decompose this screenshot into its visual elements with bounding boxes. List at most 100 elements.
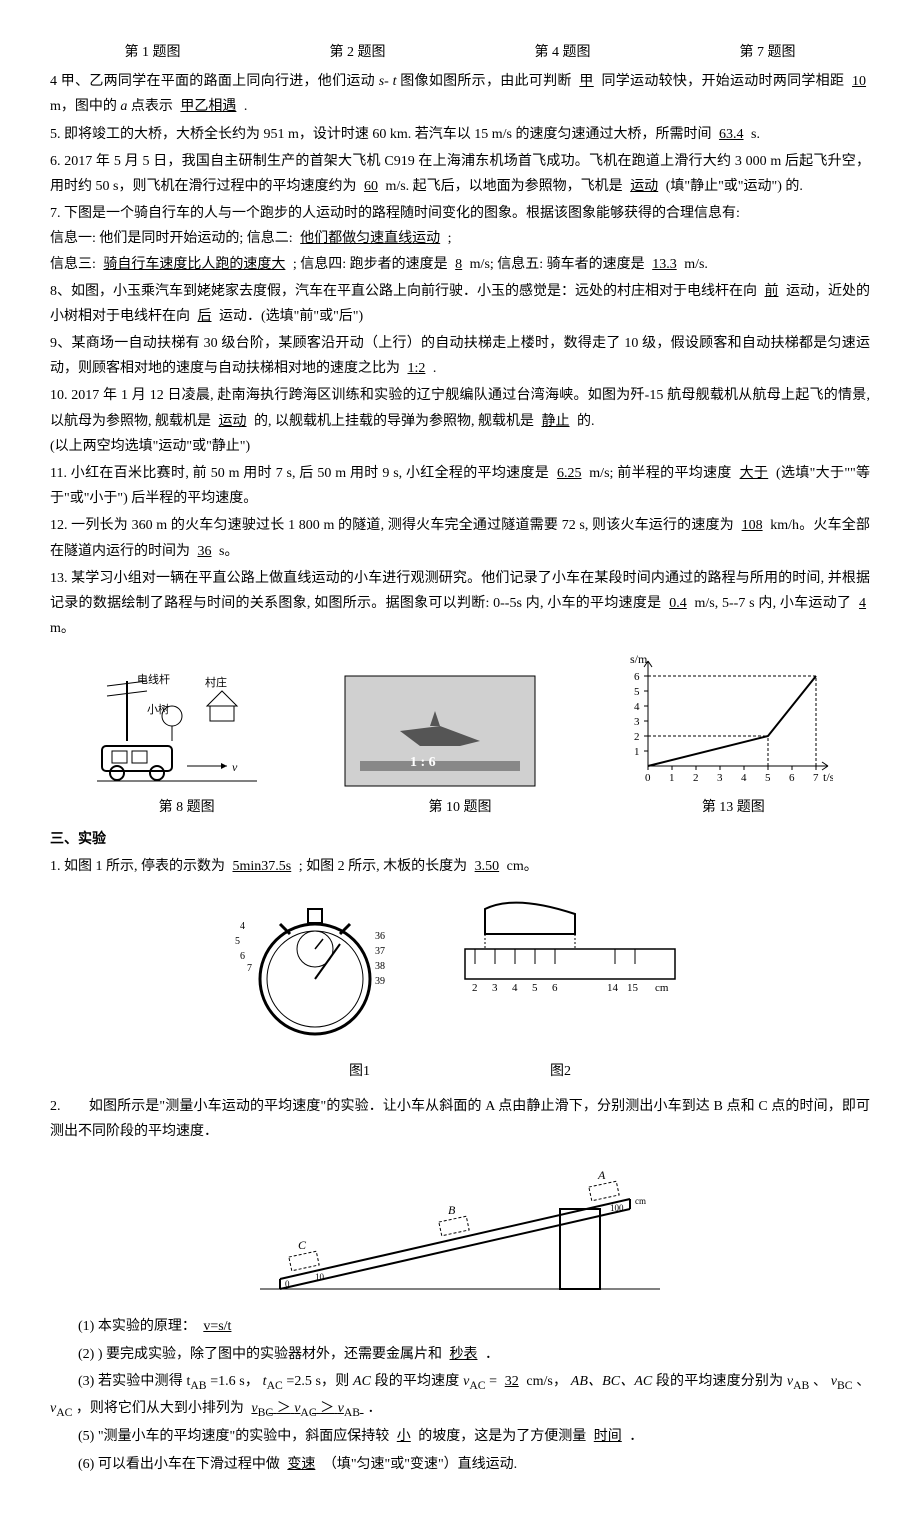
q12-answer1: 108 (738, 518, 767, 533)
top-figure-labels: 第 1 题图 第 2 题图 第 4 题图 第 7 题图 (50, 40, 870, 65)
ramp-figure: A B C 0 10 100 cm (250, 1159, 670, 1299)
e2-p3b: =1.6 s， (210, 1374, 259, 1389)
question-10: 10. 2017 年 1 月 12 日凌晨, 赴南海执行跨海区训练和实验的辽宁舰… (50, 383, 870, 459)
e2-sub3: AC (469, 1379, 485, 1392)
e2-sub2: AC (267, 1379, 283, 1392)
svg-text:15: 15 (627, 982, 639, 994)
q6-l1: 6. 2017 年 5 月 5 日，我国自主研制生产的首架大飞机 C919 在上… (50, 154, 731, 169)
question-11: 11. 小红在百米比赛时, 前 50 m 用时 7 s, 后 50 m 用时 9… (50, 461, 870, 511)
e2-sub6: AC (56, 1405, 72, 1418)
question-8: 8、如图，小玉乘汽车到姥姥家去度假，汽车在平直公路上向前行驶．小玉的感觉是：远处… (50, 279, 870, 329)
ramp-label-c: C (298, 1238, 307, 1252)
e2-p3k: 段的平均速度分别为 (656, 1374, 783, 1389)
ramp-label-b: B (448, 1203, 456, 1217)
q7-l3d: m/s. (684, 257, 708, 272)
e2-part3: (3) 若实验中测得 tAB =1.6 s， tAC =2.5 s，则 AC 段… (50, 1369, 870, 1423)
e2-a4g2: ＞ (320, 1401, 334, 1416)
label-q1: 第 1 题图 (50, 40, 255, 65)
q7-l3a: 信息三: (50, 257, 96, 272)
svg-text:2: 2 (634, 731, 640, 743)
question-4: 4 甲、乙两同学在平面的路面上同向行进，他们运动 s- t 图像如图所示，由此可… (50, 69, 870, 119)
svg-text:4: 4 (741, 772, 747, 784)
q7-answer2: 骑自行车速度比人跑的速度大 (99, 257, 289, 272)
e2-p3e: AC (353, 1374, 371, 1389)
fig8-village-label: 村庄 (205, 675, 227, 689)
q10-l4: (以上两空均选填"运动"或"静止") (50, 439, 250, 454)
q5-text: 5. 即将竣工的大桥，大桥全长约为 951 m，设计时速 60 km. 若汽车以… (50, 127, 712, 142)
e2-part2: (2) ) 要完成实验，除了图中的实验器材外，还需要金属片和 秒表 ． (50, 1342, 870, 1367)
svg-text:36: 36 (375, 931, 385, 942)
e1-l1: 1. 如图 1 所示, 停表的示数为 (50, 859, 225, 874)
q4-answer3: 甲乙相遇 (176, 99, 240, 114)
q4-var-st: s- t (379, 74, 397, 89)
q4-text5: 点表示 (131, 99, 173, 114)
fig8-pole-label: 电线杆 (137, 672, 170, 686)
e2-answer5: 小 (393, 1429, 415, 1444)
q11-answer1: 6.25 (553, 466, 586, 481)
e2-a4g1: ＞ (277, 1401, 291, 1416)
fig13-caption: 第 13 题图 (597, 795, 870, 820)
q6-answer1: 60 (360, 179, 382, 194)
e2-p3q: ，则将它们从大到小排列为 (76, 1401, 244, 1416)
e2-p6b: （填"匀速"或"变速"）直线运动. (323, 1457, 517, 1472)
q9-answer: 1:2 (404, 361, 430, 376)
e2-part1: (1) 本实验的原理： v=s/t (50, 1314, 870, 1339)
svg-text:t/s: t/s (823, 770, 833, 784)
e2-p3r: ． (368, 1401, 382, 1416)
q7-answer4: 13.3 (648, 257, 681, 272)
question-9: 9、某商场一自动扶梯有 30 级台阶，某顾客沿开动（上行）的自动扶梯走上楼时，数… (50, 331, 870, 381)
e1-cap1: 图1 (349, 1059, 370, 1084)
e1-answer1: 5min37.5s (229, 859, 296, 874)
svg-text:38: 38 (375, 961, 385, 972)
svg-text:1 : 6: 1 : 6 (410, 755, 436, 770)
svg-text:7: 7 (813, 772, 819, 784)
e2-sub1: AB (190, 1379, 206, 1392)
question-7: 7. 下图是一个骑自行车的人与一个跑步的人运动时的路程随时间变化的图象。根据该图… (50, 201, 870, 277)
e1-captions: 图1 图2 (50, 1059, 870, 1084)
e2-p2b: ． (485, 1347, 499, 1362)
e2-p5a: (5) "测量小车的平均速度"的实验中，斜面应保持较 (78, 1429, 389, 1444)
svg-text:5: 5 (765, 772, 771, 784)
q11-l1: 11. 小红在百米比赛时, 前 50 m 用时 7 s, 后 50 m 用时 9… (50, 466, 549, 481)
e2-p3d: =2.5 s，则 (286, 1374, 349, 1389)
e2-p5b: 的坡度，这是为了方便测量 (418, 1429, 586, 1444)
svg-text:s/m: s/m (630, 652, 648, 666)
svg-text:cm: cm (635, 1196, 646, 1206)
svg-text:0: 0 (645, 772, 651, 784)
q10-answer1: 运动 (215, 414, 251, 429)
figure-8-svg: 电线杆 村庄 小树 v (87, 671, 267, 791)
q10-answer2: 静止 (538, 414, 574, 429)
e2-p3j: AB、BC、AC (571, 1374, 652, 1389)
question-6: 6. 2017 年 5 月 5 日，我国自主研制生产的首架大飞机 C919 在上… (50, 149, 870, 199)
e2-intro: 2. 如图所示是"测量小车运动的平均速度"的实验．让小车从斜面的 A 点由静止滑… (50, 1099, 870, 1139)
svg-text:5: 5 (235, 936, 240, 947)
svg-text:v: v (232, 760, 238, 774)
e2-sub4: AB (793, 1379, 809, 1392)
q7-answer1: 他们都做匀速直线运动 (296, 231, 444, 246)
q12-answer2: 36 (194, 544, 216, 559)
q13-l2: m/s, 5--7 s 内, 小车运动了 (695, 596, 852, 611)
q8-l1: 8、如图，小玉乘汽车到姥姥家去度假，汽车在平直公路上向前行驶．小玉的感觉是：远处… (50, 284, 757, 299)
q9-l1: 9、某商场一自动扶梯有 30 级台阶，某顾客沿开动（上行）的自动扶梯走上楼时，数… (50, 336, 870, 376)
label-q7: 第 7 题图 (665, 40, 870, 65)
svg-text:14: 14 (607, 982, 619, 994)
q11-answer2: 大于 (736, 466, 773, 481)
q4-text: 4 甲、乙两同学在平面的路面上同向行进，他们运动 (50, 74, 375, 89)
e2-answer4: vBC ＞ vAC ＞ vAB (247, 1401, 367, 1416)
q4-answer1: 甲 (575, 74, 597, 89)
e2-p2a: (2) ) 要完成实验，除了图中的实验器材外，还需要金属片和 (78, 1347, 442, 1362)
svg-text:4: 4 (634, 701, 640, 713)
q5-answer: 63.4 (715, 127, 748, 142)
e2-answer3: 32 (501, 1374, 523, 1389)
q6-l2b: m/s. 起飞后，以地面为参照物，飞机是 (385, 179, 622, 194)
question-12: 12. 一列长为 360 m 的火车匀速驶过长 1 800 m 的隧道, 测得火… (50, 513, 870, 563)
q4-var-a: a (120, 99, 127, 114)
e2-p3f: 段的平均速度 (375, 1374, 460, 1389)
e2-a4s3: AB (344, 1405, 360, 1418)
q12-l1: 12. 一列长为 360 m 的火车匀速驶过长 1 800 m 的隧道, 测得火… (50, 518, 734, 533)
q4-text2: 图像如图所示，由此可判断 (400, 74, 571, 89)
stopwatch-figure: 36 37 38 39 4 5 6 7 (235, 889, 395, 1049)
q7-answer3: 8 (451, 257, 466, 272)
svg-text:6: 6 (634, 671, 640, 683)
svg-text:37: 37 (375, 946, 385, 957)
